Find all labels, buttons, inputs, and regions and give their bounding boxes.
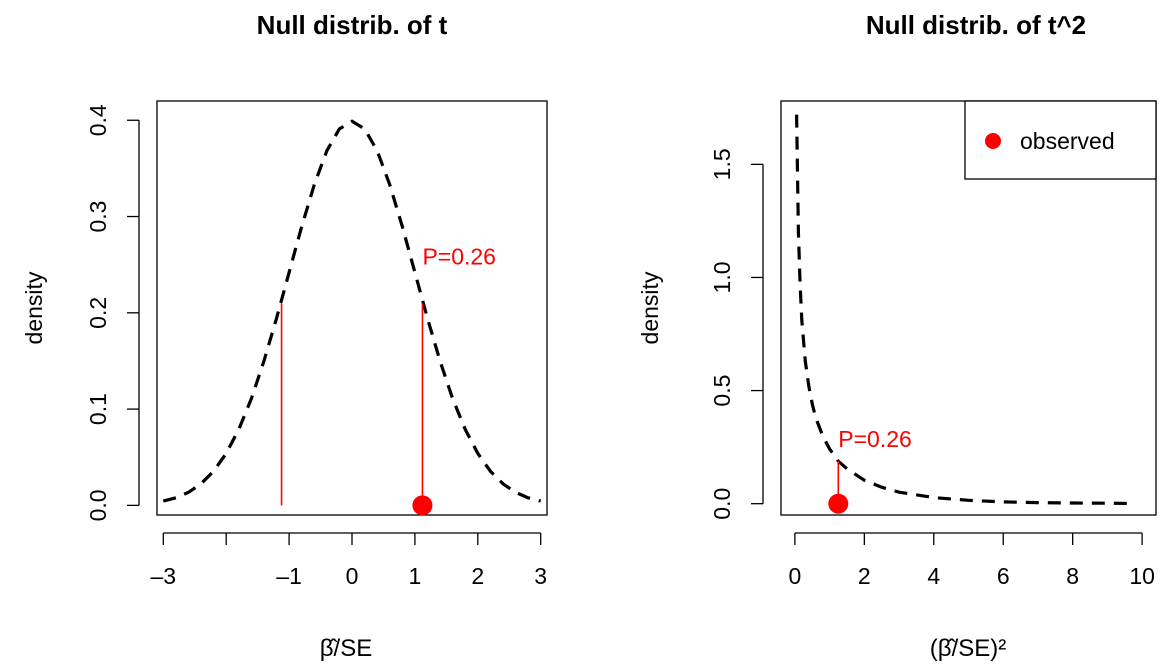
y-tick-label: 0.0	[709, 488, 735, 520]
x-axis-label: β̂/SE	[320, 635, 373, 662]
plot-marks	[162, 119, 542, 516]
x-tick-label: 8	[1066, 563, 1079, 589]
y-tick-label: 0.3	[85, 201, 111, 233]
y-axis: 0.0 0.1 0.2 0.3 0.4	[85, 104, 140, 521]
x-tick-label: 1	[409, 563, 422, 589]
y-tick-label: 0.1	[85, 393, 111, 425]
p-value-annotation: P=0.26	[838, 426, 912, 452]
x-tick-label: –1	[276, 563, 302, 589]
density-curve	[162, 119, 542, 503]
observed-point	[828, 493, 849, 514]
x-tick-label: 4	[927, 563, 940, 589]
y-axis: 0.0 0.5 1.0 1.5	[709, 148, 764, 520]
x-tick-label: 2	[471, 563, 484, 589]
density-curve	[795, 114, 1132, 506]
legend-marker-observed	[985, 133, 1001, 149]
x-axis-label-text: (β̂/SE)²	[930, 635, 1006, 662]
x-axis-label-text: β̂/SE	[320, 635, 373, 662]
panel-title: Null distrib. of t	[257, 10, 448, 40]
x-tick-label: 2	[858, 563, 871, 589]
y-tick-label: 0.0	[85, 489, 111, 521]
plot-marks	[795, 114, 1132, 514]
y-tick-label: 0.5	[709, 375, 735, 407]
panel-t-squared-distribution: Null distrib. of t^2 density (β̂/SE)² 0 2…	[637, 10, 1157, 662]
y-axis-label: density	[21, 271, 47, 344]
observed-point	[412, 495, 433, 516]
x-tick-label: –3	[150, 563, 176, 589]
x-tick-label: 6	[997, 563, 1010, 589]
legend-label-observed: observed	[1020, 128, 1115, 154]
y-tick-label: 0.2	[85, 297, 111, 329]
legend: observed	[964, 100, 1157, 180]
y-axis-label: density	[637, 271, 663, 344]
plot-box	[156, 100, 548, 516]
panel-title: Null distrib. of t^2	[866, 10, 1086, 40]
panel-t-distribution: Null distrib. of t density β̂/SE –3 –1 0 1 2…	[21, 10, 548, 662]
x-tick-label: 3	[534, 563, 547, 589]
x-axis: 0 2 4 6 8 10	[788, 532, 1155, 589]
x-axis: –3 –1 0 1 2 3	[150, 532, 547, 589]
p-value-annotation: P=0.26	[422, 244, 496, 270]
x-tick-label: 10	[1129, 563, 1155, 589]
y-tick-label: 1.0	[709, 261, 735, 293]
y-tick-label: 0.4	[85, 104, 111, 136]
y-tick-label: 1.5	[709, 148, 735, 180]
x-tick-label: 0	[346, 563, 359, 589]
x-tick-label: 0	[788, 563, 801, 589]
x-axis-label: (β̂/SE)²	[930, 635, 1006, 662]
